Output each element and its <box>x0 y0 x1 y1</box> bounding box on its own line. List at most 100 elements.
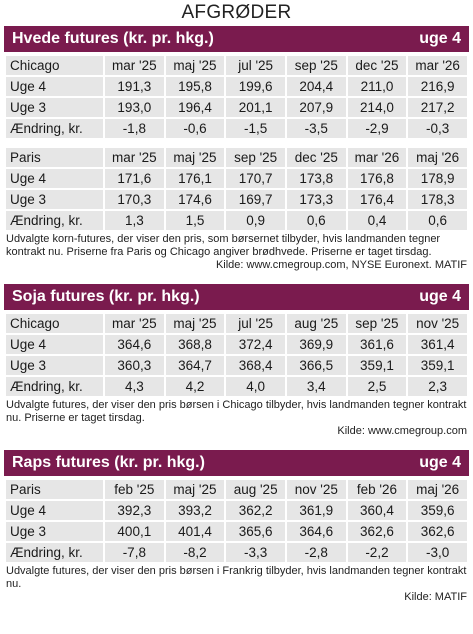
month-header: jul '25 <box>226 314 285 333</box>
table-cell: 176,8 <box>347 169 407 188</box>
table-cell: 392,3 <box>105 501 164 520</box>
market-label: Paris <box>6 480 103 499</box>
table-cell: 360,4 <box>347 501 407 520</box>
futures-table-chicago: Chicago mar '25 maj '25 jul '25 aug '25 … <box>4 312 469 398</box>
table-cell: -1,5 <box>226 119 285 138</box>
source-text: Kilde: www.cmegroup.com, NYSE Euronext. … <box>215 259 467 271</box>
table-cell: -3,5 <box>286 119 346 138</box>
table-cell: 362,6 <box>347 522 407 541</box>
row-label: Ændring, kr. <box>6 119 103 138</box>
table-note: Udvalgte korn-futures, der viser den pri… <box>6 233 467 272</box>
table-row: Uge 4 171,6 176,1 170,7 173,8 176,8 178,… <box>6 169 467 188</box>
table-cell: 361,6 <box>347 335 407 354</box>
table-note: Udvalgte futures, der viser den pris bør… <box>6 399 467 438</box>
month-header: mar '26 <box>347 148 407 167</box>
section-week: uge 4 <box>419 30 461 47</box>
month-header: mar '25 <box>105 314 164 333</box>
note-text: Udvalgte korn-futures, der viser den pri… <box>6 233 441 258</box>
section-hvede: Hvede futures (kr. pr. hkg.) uge 4 Chica… <box>4 26 469 272</box>
section-title: Hvede futures (kr. pr. hkg.) <box>12 30 214 47</box>
table-cell: 0,6 <box>408 211 467 230</box>
section-week: uge 4 <box>419 454 461 471</box>
table-cell: 170,7 <box>226 169 285 188</box>
table-cell: 195,8 <box>165 77 225 96</box>
table-cell: 176,4 <box>347 190 407 209</box>
table-cell: 372,4 <box>226 335 285 354</box>
note-text: Udvalgte futures, der viser den pris bør… <box>6 399 467 424</box>
table-cell: 400,1 <box>105 522 164 541</box>
month-header: dec '25 <box>286 148 346 167</box>
month-header: aug '25 <box>286 314 346 333</box>
table-cell: 176,1 <box>165 169 225 188</box>
table-cell: 368,8 <box>165 335 225 354</box>
market-label: Chicago <box>6 314 103 333</box>
month-header: maj '25 <box>165 56 225 75</box>
table-cell: 199,6 <box>226 77 285 96</box>
section-header: Soja futures (kr. pr. hkg.) uge 4 <box>4 284 469 310</box>
section-soja: Soja futures (kr. pr. hkg.) uge 4 Chicag… <box>4 284 469 438</box>
table-cell: 0,4 <box>347 211 407 230</box>
table-cell: 1,5 <box>165 211 225 230</box>
row-label: Uge 4 <box>6 77 103 96</box>
table-row: Ændring, kr. 1,3 1,5 0,9 0,6 0,4 0,6 <box>6 211 467 230</box>
row-label: Uge 4 <box>6 335 103 354</box>
table-row: Uge 4 392,3 393,2 362,2 361,9 360,4 359,… <box>6 501 467 520</box>
month-header: sep '25 <box>226 148 285 167</box>
table-cell: 369,9 <box>286 335 346 354</box>
table-cell: 173,8 <box>286 169 346 188</box>
table-cell: -2,2 <box>347 543 407 562</box>
table-cell: 401,4 <box>165 522 225 541</box>
table-cell: 362,2 <box>226 501 285 520</box>
section-title: Raps futures (kr. pr. hkg.) <box>12 454 205 471</box>
table-cell: 364,6 <box>105 335 164 354</box>
table-cell: 217,2 <box>408 98 467 117</box>
table-cell: 2,5 <box>347 377 407 396</box>
table-header-row: Paris feb '25 maj '25 aug '25 nov '25 fe… <box>6 480 467 499</box>
table-cell: 0,9 <box>226 211 285 230</box>
table-cell: 214,0 <box>347 98 407 117</box>
table-cell: 170,3 <box>105 190 164 209</box>
page-title: AFGRØDER <box>181 2 292 23</box>
table-cell: 174,6 <box>165 190 225 209</box>
table-cell: 368,4 <box>226 356 285 375</box>
table-header-row: Paris mar '25 maj '25 sep '25 dec '25 ma… <box>6 148 467 167</box>
month-header: nov '25 <box>408 314 467 333</box>
row-label: Uge 3 <box>6 98 103 117</box>
month-header: aug '25 <box>226 480 285 499</box>
table-cell: 4,0 <box>226 377 285 396</box>
month-header: maj '25 <box>165 480 225 499</box>
table-cell: 2,3 <box>408 377 467 396</box>
month-header: sep '25 <box>347 314 407 333</box>
source-text: Kilde: MATIF <box>404 591 467 603</box>
month-header: nov '25 <box>286 480 346 499</box>
table-cell: 4,3 <box>105 377 164 396</box>
table-cell: 362,6 <box>408 522 467 541</box>
table-cell: 359,1 <box>347 356 407 375</box>
table-cell: -3,0 <box>408 543 467 562</box>
table-header-row: Chicago mar '25 maj '25 jul '25 sep '25 … <box>6 56 467 75</box>
month-header: sep '25 <box>286 56 346 75</box>
table-cell: 3,4 <box>286 377 346 396</box>
row-label: Ændring, kr. <box>6 211 103 230</box>
month-header: mar '25 <box>105 148 164 167</box>
table-cell: 207,9 <box>286 98 346 117</box>
table-cell: 364,7 <box>165 356 225 375</box>
section-raps: Raps futures (kr. pr. hkg.) uge 4 Paris … <box>4 450 469 604</box>
table-cell: -2,8 <box>286 543 346 562</box>
table-cell: 4,2 <box>165 377 225 396</box>
market-label: Paris <box>6 148 103 167</box>
table-cell: 359,1 <box>408 356 467 375</box>
month-header: maj '26 <box>408 480 467 499</box>
table-cell: -2,9 <box>347 119 407 138</box>
month-header: maj '26 <box>408 148 467 167</box>
month-header: feb '26 <box>347 480 407 499</box>
table-cell: 393,2 <box>165 501 225 520</box>
table-cell: 361,9 <box>286 501 346 520</box>
table-row: Uge 4 364,6 368,8 372,4 369,9 361,6 361,… <box>6 335 467 354</box>
table-cell: -7,8 <box>105 543 164 562</box>
month-header: maj '25 <box>165 148 225 167</box>
row-label: Uge 3 <box>6 190 103 209</box>
row-label: Uge 4 <box>6 169 103 188</box>
table-row: Uge 3 360,3 364,7 368,4 366,5 359,1 359,… <box>6 356 467 375</box>
table-row: Ændring, kr. -1,8 -0,6 -1,5 -3,5 -2,9 -0… <box>6 119 467 138</box>
